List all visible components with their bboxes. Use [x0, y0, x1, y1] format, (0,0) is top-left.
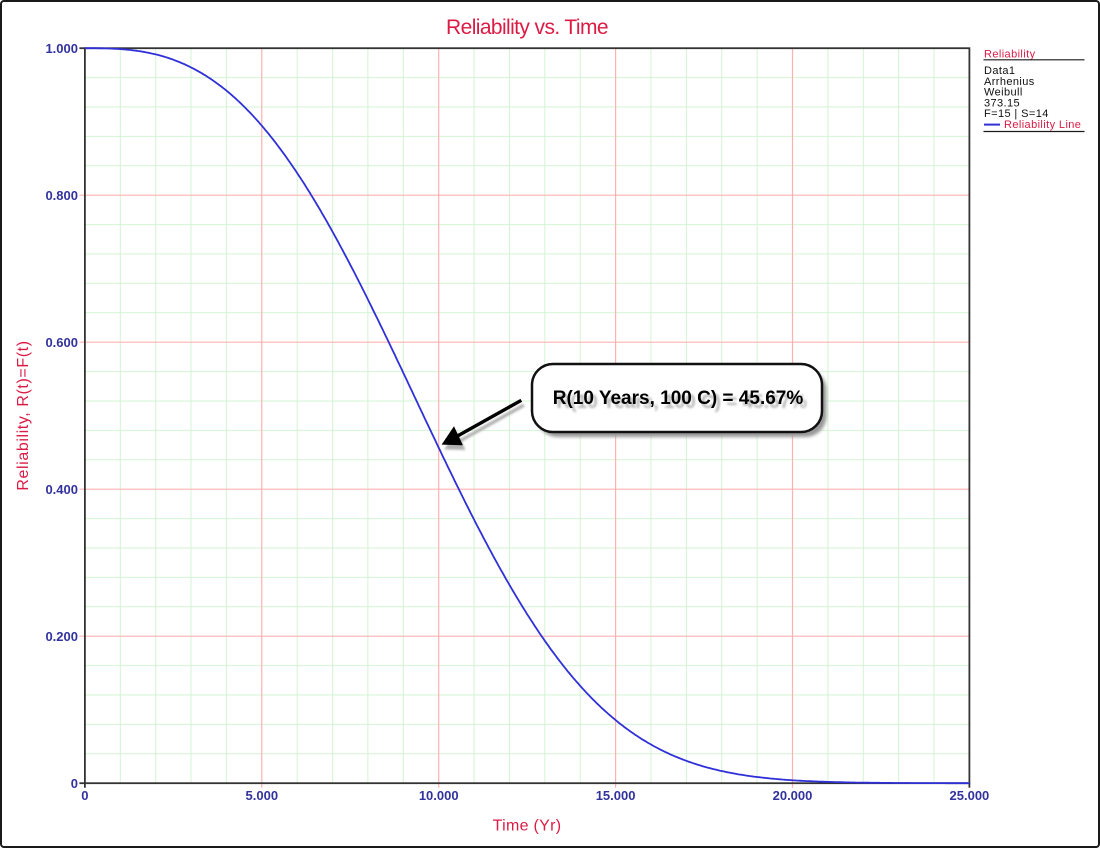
svg-text:0.600: 0.600: [45, 335, 78, 350]
svg-text:373.15: 373.15: [984, 97, 1020, 109]
svg-text:0: 0: [81, 788, 88, 803]
svg-text:Arrhenius: Arrhenius: [984, 76, 1035, 88]
svg-text:0.800: 0.800: [45, 188, 78, 203]
svg-text:10.000: 10.000: [419, 788, 459, 803]
svg-text:Reliability vs. Time: Reliability vs. Time: [446, 16, 608, 39]
svg-text:Reliability, R(t)=F(t): Reliability, R(t)=F(t): [15, 340, 32, 490]
svg-text:F=15 | S=14: F=15 | S=14: [984, 108, 1049, 120]
svg-text:R(10 Years, 100 C) = 45.67%: R(10 Years, 100 C) = 45.67%: [557, 392, 808, 413]
svg-text:15.000: 15.000: [596, 788, 636, 803]
svg-text:0.200: 0.200: [45, 629, 78, 644]
svg-text:Weibull: Weibull: [984, 87, 1023, 99]
svg-text:0.400: 0.400: [45, 482, 78, 497]
svg-text:Data1: Data1: [984, 65, 1015, 77]
svg-text:5.000: 5.000: [246, 788, 279, 803]
svg-text:Reliability Line: Reliability Line: [1004, 119, 1081, 131]
svg-text:Time (Yr): Time (Yr): [493, 818, 562, 835]
svg-text:20.000: 20.000: [773, 788, 813, 803]
svg-text:0: 0: [71, 776, 78, 791]
svg-text:Reliability: Reliability: [984, 49, 1036, 61]
svg-text:1.000: 1.000: [45, 41, 78, 56]
svg-text:R(10 Years, 100 C) = 45.67%: R(10 Years, 100 C) = 45.67%: [553, 388, 804, 409]
svg-text:25.000: 25.000: [950, 788, 990, 803]
